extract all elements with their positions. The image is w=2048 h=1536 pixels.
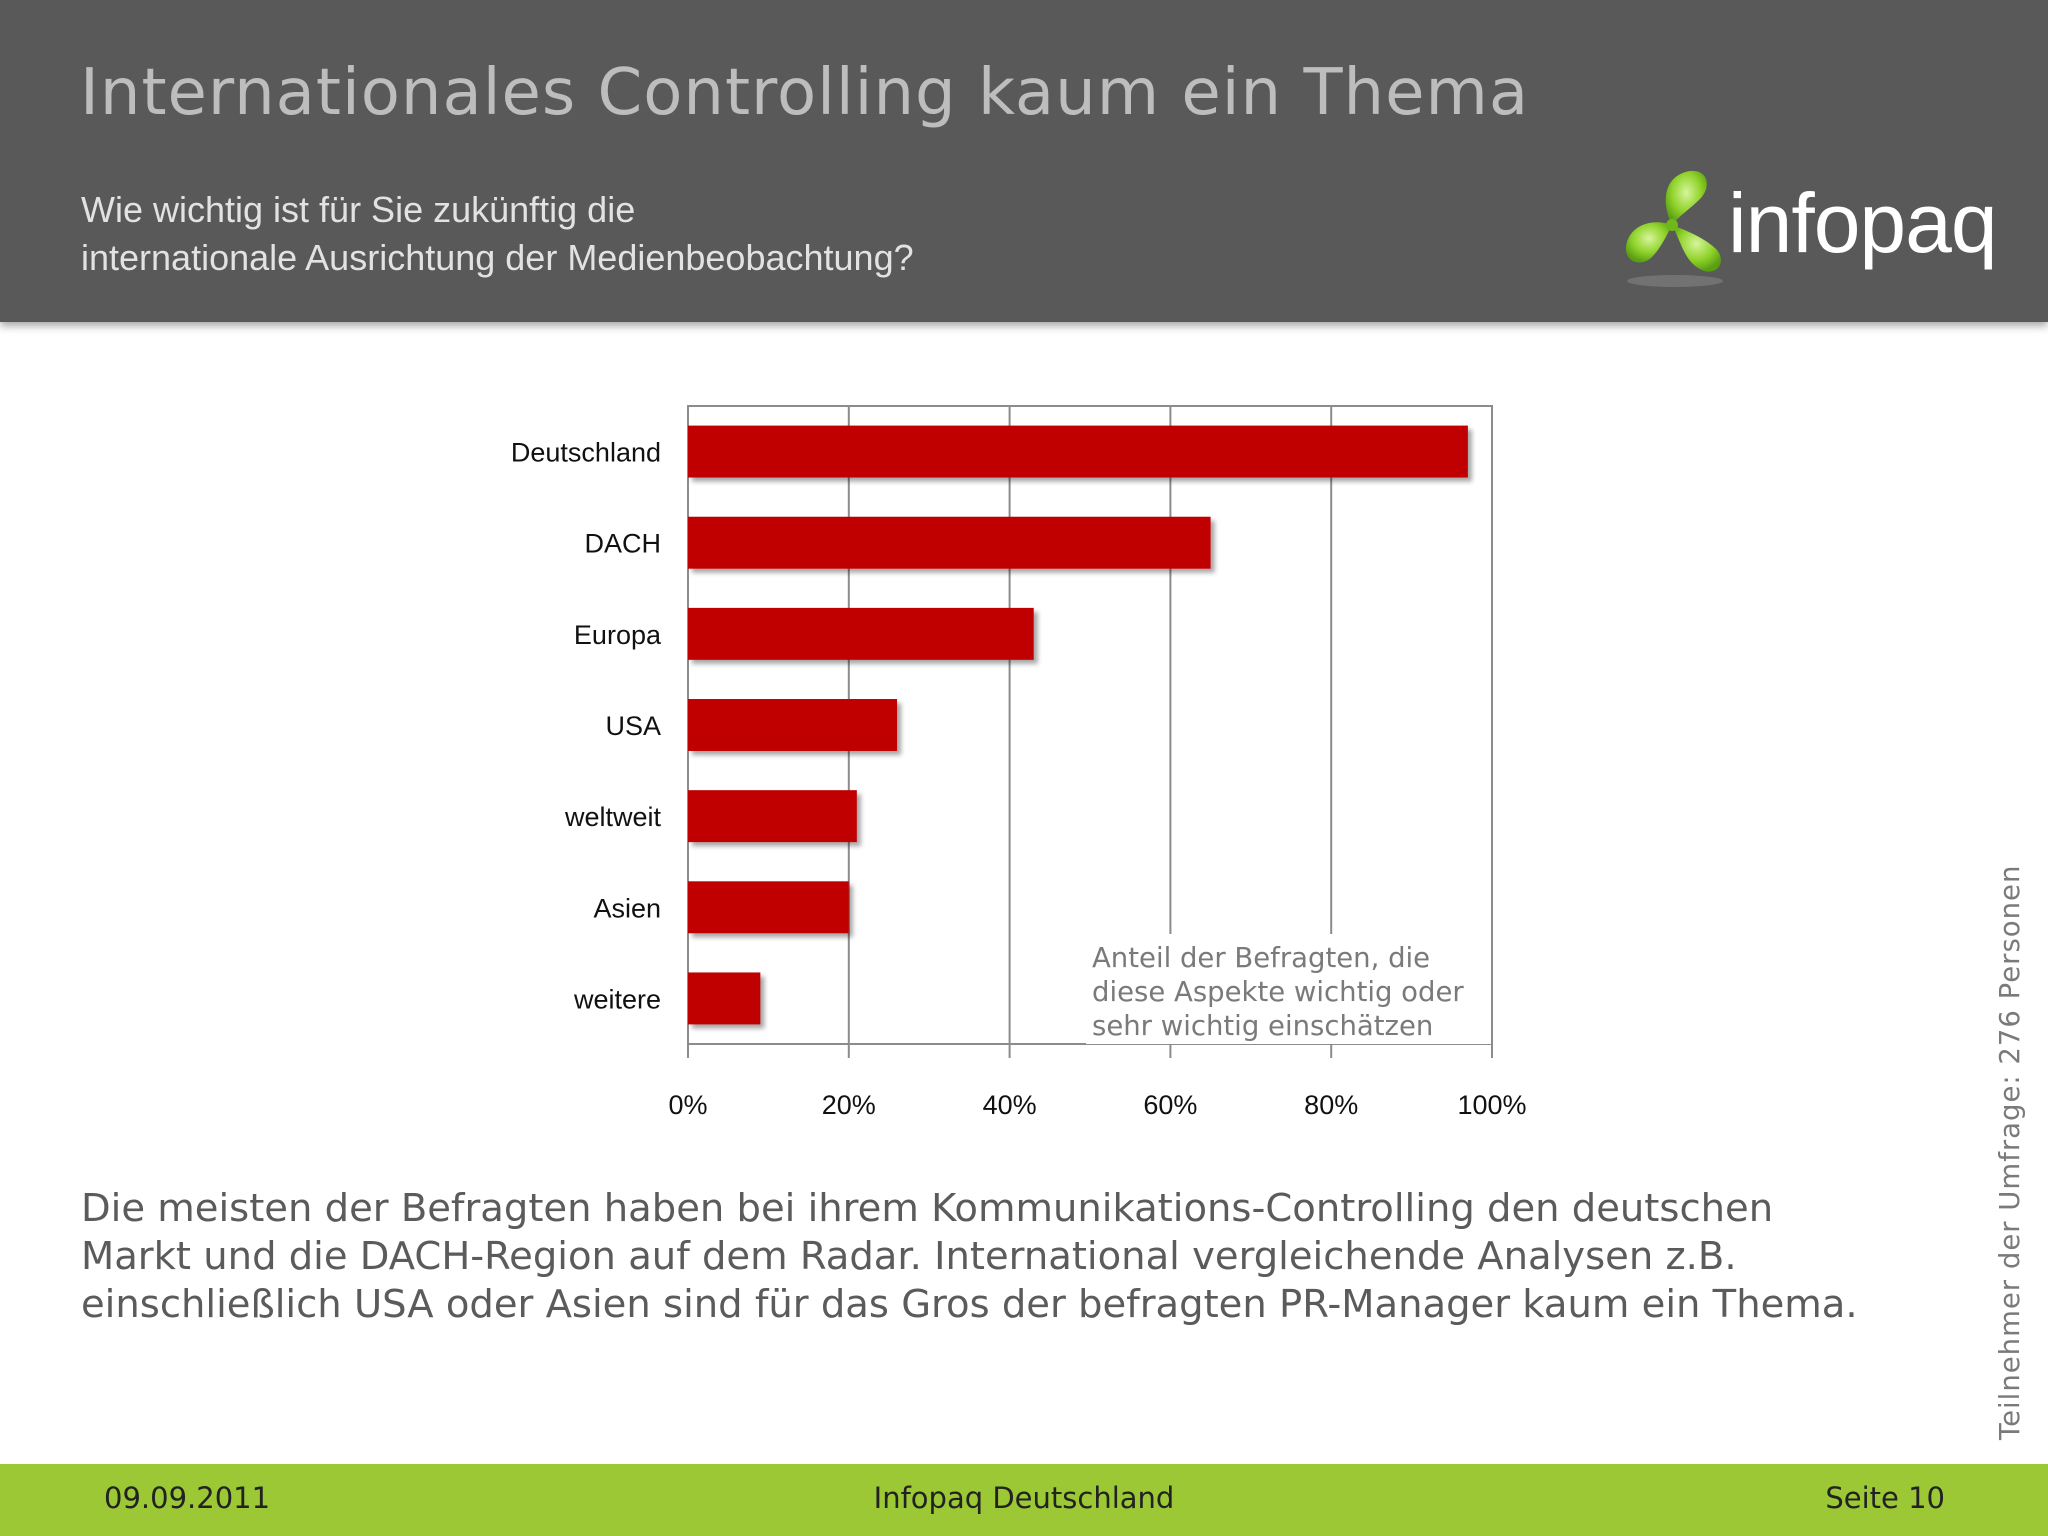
annotation-line-1: Anteil der Befragten, die xyxy=(1092,942,1431,974)
slide-title: Internationales Controlling kaum ein The… xyxy=(80,56,1530,130)
summary-line-3: einschließlich USA oder Asien sind für d… xyxy=(81,1282,1858,1327)
category-label: weitere xyxy=(573,984,661,1014)
footer-date: 09.09.2011 xyxy=(104,1481,271,1515)
bar xyxy=(688,881,849,934)
category-label: USA xyxy=(605,711,661,741)
bar xyxy=(688,425,1468,478)
annotation-background xyxy=(1086,934,1491,1044)
slide-subtitle: Wie wichtig ist für Sie zukünftig die in… xyxy=(81,186,1181,282)
category-label: Asien xyxy=(593,893,661,923)
bar xyxy=(688,607,1034,660)
infopaq-logo: infopaq xyxy=(1620,165,2000,295)
bar xyxy=(688,699,898,751)
footer-page-number: Seite 10 xyxy=(1825,1481,1945,1515)
pinwheel-logo-icon xyxy=(1625,170,1723,287)
logo-wordmark: infopaq xyxy=(1728,176,1998,270)
slide-header: Internationales Controlling kaum ein The… xyxy=(0,0,2048,322)
summary-line-2: Markt und die DACH-Region auf dem Radar.… xyxy=(81,1234,1737,1279)
x-tick-label: 40% xyxy=(983,1090,1037,1120)
x-tick-label: 20% xyxy=(822,1090,876,1120)
bar xyxy=(688,790,857,843)
category-label: Deutschland xyxy=(511,438,661,468)
bar xyxy=(688,516,1211,569)
summary-line-1: Die meisten der Befragten haben bei ihre… xyxy=(81,1186,1774,1231)
subtitle-line-2: internationale Ausrichtung der Medienbeo… xyxy=(81,237,914,278)
x-tick-label: 100% xyxy=(1457,1090,1526,1120)
slide-footer: 09.09.2011 Infopaq Deutschland Seite 10 xyxy=(0,1464,2048,1536)
footer-company: Infopaq Deutschland xyxy=(873,1481,1175,1515)
category-label: Europa xyxy=(574,620,662,650)
x-tick-label: 80% xyxy=(1304,1090,1358,1120)
annotation-line-3: sehr wichtig einschätzen xyxy=(1092,1010,1434,1042)
participants-note: Teilnehmer der Umfrage: 276 Personen xyxy=(1994,864,2026,1440)
category-label: weltweit xyxy=(564,802,662,832)
chart-annotation: Anteil der Befragten, die diese Aspekte … xyxy=(1092,941,1492,1043)
annotation-line-2: diese Aspekte wichtig oder xyxy=(1092,976,1464,1008)
bar xyxy=(688,972,761,1025)
summary-text: Die meisten der Befragten haben bei ihre… xyxy=(81,1185,1961,1329)
x-tick-label: 60% xyxy=(1143,1090,1197,1120)
category-label: DACH xyxy=(584,529,661,559)
subtitle-line-1: Wie wichtig ist für Sie zukünftig die xyxy=(81,189,636,230)
x-tick-label: 0% xyxy=(668,1090,707,1120)
